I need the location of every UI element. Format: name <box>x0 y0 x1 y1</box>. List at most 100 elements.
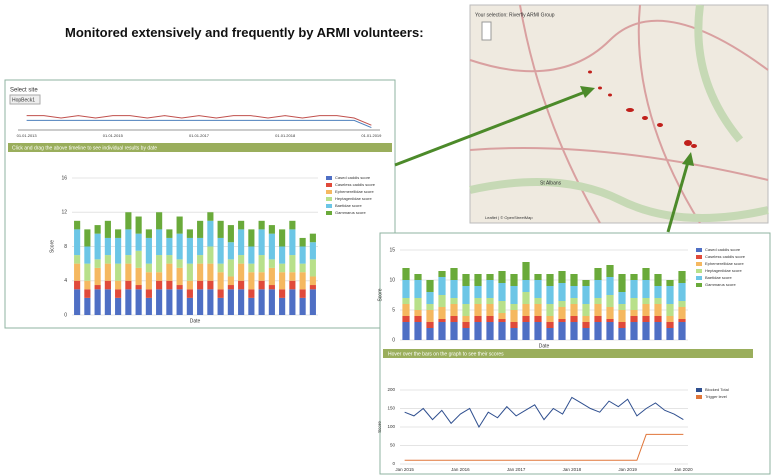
bar-segment <box>228 289 234 315</box>
map-place: St Albans <box>540 180 562 186</box>
bar-segment <box>207 289 213 315</box>
bar-segment <box>546 304 553 316</box>
bar-segment <box>426 310 433 322</box>
bar-segment <box>462 286 469 304</box>
bar-segment <box>177 259 183 268</box>
bar-segment <box>510 304 517 310</box>
bar-segment <box>248 298 254 315</box>
bar-segment <box>630 322 637 340</box>
bar-segment <box>269 268 275 285</box>
bar-segment <box>207 212 213 221</box>
bar-segment <box>438 271 445 277</box>
legend-label: Baetidae score <box>335 203 362 208</box>
bar-segment <box>300 289 306 298</box>
bar-segment <box>166 264 172 281</box>
bar-segment <box>654 298 661 304</box>
bar-segment <box>115 229 121 238</box>
bar-segment <box>74 264 80 281</box>
bar-segment <box>666 286 673 304</box>
legend-swatch <box>326 183 332 187</box>
bar-segment <box>606 307 613 319</box>
bar-segment <box>594 304 601 316</box>
bar-segment <box>618 310 625 322</box>
legend-label: Gammarus score <box>335 210 366 215</box>
bar-segment <box>630 310 637 316</box>
legend-swatch <box>326 190 332 194</box>
bar-segment <box>84 281 90 290</box>
bar-segment <box>228 259 234 276</box>
bar-segment <box>582 328 589 340</box>
bar-segment <box>582 316 589 322</box>
bar-segment <box>74 289 80 315</box>
bar-segment <box>125 229 131 255</box>
legend-label: Caseless caddis score <box>335 182 376 187</box>
bar-segment <box>187 264 193 281</box>
bar-segment <box>187 238 193 264</box>
bar-segment <box>228 285 234 289</box>
bar-segment <box>207 281 213 290</box>
bar-segment <box>74 255 80 264</box>
bar-segment <box>166 229 172 238</box>
map-title: Your selection: Riverfly ARMI Group <box>475 12 555 18</box>
bar-segment <box>289 272 295 281</box>
bar-segment <box>474 286 481 298</box>
bar-segment <box>558 271 565 283</box>
title-text: Monitored extensively and frequently by … <box>65 25 424 40</box>
y-tick-label: 0 <box>392 337 395 343</box>
bar-segment <box>115 281 121 290</box>
bar-segment <box>146 289 152 298</box>
bar-segment <box>269 259 275 268</box>
zoom-control[interactable] <box>482 22 491 40</box>
bar-segment <box>207 264 213 281</box>
bar-segment <box>166 255 172 264</box>
bar-segment <box>606 295 613 307</box>
bar-segment <box>125 264 131 281</box>
legend-label: Caseless caddis score <box>705 254 746 259</box>
bar-segment <box>279 289 285 298</box>
bar-segment <box>279 229 285 246</box>
bar-segment <box>570 316 577 322</box>
bar-segment <box>84 229 90 246</box>
bar-segment <box>522 304 529 316</box>
site-button-label[interactable]: HopBeck1 <box>12 97 35 103</box>
timeline-hint: Click and drag the above timeline to see… <box>12 145 157 151</box>
bar-segment <box>218 272 224 289</box>
bar-segment <box>510 274 517 286</box>
bar-segment <box>207 221 213 247</box>
bar-segment <box>522 280 529 292</box>
slide-canvas: Monitored extensively and frequently by … <box>0 0 771 475</box>
y-tick-label: 0 <box>64 312 67 318</box>
bar-segment <box>259 229 265 255</box>
bar-segment <box>238 281 244 290</box>
legend-label: Gammarus score <box>705 282 736 287</box>
bar-segment <box>228 225 234 242</box>
bar-segment <box>546 322 553 328</box>
bar-segment <box>228 242 234 259</box>
bar-segment <box>534 304 541 316</box>
bar-segment <box>177 268 183 285</box>
bar-segment <box>642 316 649 322</box>
bar-segment <box>426 292 433 304</box>
bar-segment <box>197 264 203 281</box>
bar-segment <box>510 310 517 322</box>
x-axis-label: Date <box>190 318 201 324</box>
bar-segment <box>414 280 421 298</box>
bar-segment <box>300 238 306 247</box>
bar-segment <box>187 298 193 315</box>
bar-segment <box>594 316 601 322</box>
bar-segment <box>438 307 445 319</box>
bar-segment <box>115 264 121 281</box>
bar-segment <box>426 280 433 292</box>
y-axis-label: Score <box>377 288 383 301</box>
bar-segment <box>582 304 589 316</box>
bar-segment <box>197 281 203 290</box>
bar-segment <box>289 229 295 255</box>
bar-segment <box>618 274 625 292</box>
bar-segment <box>558 283 565 301</box>
x-tick-label: Jan 2015 <box>395 467 414 472</box>
legend-swatch <box>326 211 332 215</box>
bar-segment <box>84 264 90 281</box>
bar-segment <box>279 247 285 264</box>
bar-segment <box>279 264 285 273</box>
bar-segment <box>248 247 254 264</box>
